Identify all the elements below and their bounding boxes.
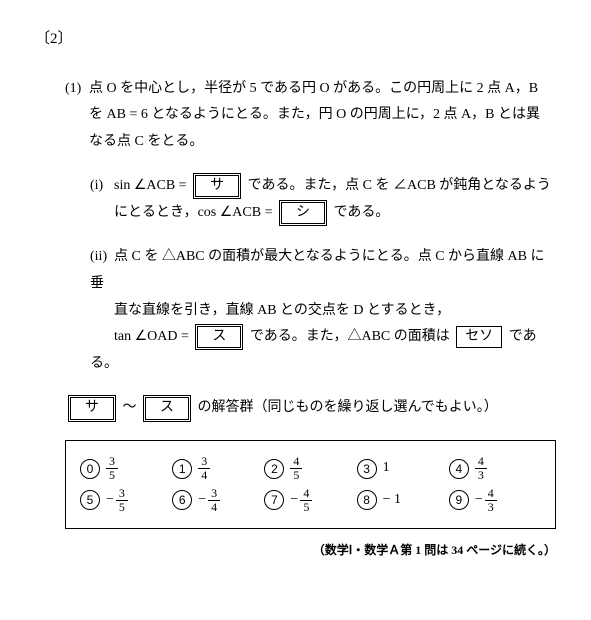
option-7: 7 −45 [264, 487, 356, 515]
sub-ii-line1: 点 C を △ABC の面積が最大となるようにとる。点 C から直線 AB に垂 [90, 249, 545, 291]
options-row-1: 03513424531443 [80, 455, 541, 483]
option-number-icon: 6 [172, 490, 192, 510]
part1-paragraph: (1)点 O を中心とし，半径が 5 である円 O がある。この円周上に 2 点… [35, 76, 556, 156]
option-value: −35 [106, 487, 128, 515]
option-number-icon: 2 [264, 459, 284, 479]
options-box: 03513424531443 5−356−347−458− 19−43 [65, 440, 556, 529]
option-number-icon: 0 [80, 459, 100, 479]
option-value: −43 [475, 487, 497, 515]
problem-number: 〔2〕 [35, 25, 556, 54]
answer-box-seso: セソ [456, 326, 502, 348]
range-tilde: ～ [123, 400, 137, 415]
option-value: 45 [290, 455, 302, 483]
answer-box-su: ス [195, 324, 243, 350]
option-value: 35 [106, 455, 118, 483]
option-value: −45 [290, 487, 312, 515]
option-number-icon: 9 [449, 490, 469, 510]
option-5: 5 −35 [80, 487, 172, 515]
option-number-icon: 7 [264, 490, 284, 510]
option-3: 31 [357, 455, 449, 482]
part1-text-line2: を AB = 6 となるようにとる。また，円 O の円周上に，2 点 A，B と… [89, 107, 540, 122]
range-box-a: サ [68, 395, 116, 421]
part1-text-line1: 点 O を中心とし，半径が 5 である円 O がある。この円周上に 2 点 A，… [89, 81, 538, 96]
sub-ii-paragraph: (ii)点 C を △ABC の面積が最大となるようにとる。点 C から直線 A… [35, 244, 556, 377]
option-6: 6 −34 [172, 487, 264, 515]
option-2: 2 45 [264, 455, 356, 483]
sub-ii-label: (ii) [90, 244, 114, 271]
sub-i-line2-post: である。 [333, 205, 389, 220]
option-9: 9 −43 [449, 487, 541, 515]
option-value: −34 [198, 487, 220, 515]
footnote: （数学Ⅰ・数学Ａ第 1 問は 34 ページに続く。） [35, 539, 556, 562]
option-number-icon: 8 [357, 490, 377, 510]
option-number-icon: 5 [80, 490, 100, 510]
option-number-icon: 1 [172, 459, 192, 479]
sub-ii-line3-mid: である。また，△ABC の面積は [250, 329, 450, 344]
option-number-icon: 3 [357, 459, 377, 479]
choice-header-text: の解答群（同じものを繰り返し選んでもよい。） [198, 400, 498, 415]
option-value: 1 [383, 455, 390, 482]
answer-box-shi: シ [279, 200, 327, 226]
sub-i-paragraph: (i)sin ∠ACB = サ である。また，点 C を ∠ACB が鈍角となる… [35, 173, 556, 226]
option-value: − 1 [383, 487, 401, 514]
sub-i-line2-pre: にとるとき，cos ∠ACB = [114, 205, 272, 220]
part1-text-line3: なる点 C をとる。 [89, 134, 203, 149]
range-box-b: ス [143, 395, 191, 421]
option-value: 43 [475, 455, 487, 483]
sub-ii-line3-pre: tan ∠OAD = [114, 329, 189, 344]
sub-ii-line2: 直な直線を引き，直線 AB との交点を D とするとき， [114, 303, 450, 318]
option-1: 1 34 [172, 455, 264, 483]
option-value: 34 [198, 455, 210, 483]
sub-i-pre1: sin ∠ACB = [114, 178, 187, 193]
option-8: 8 − 1 [357, 487, 449, 514]
answer-box-sa: サ [193, 173, 241, 199]
sub-i-label: (i) [90, 173, 114, 200]
sub-i-mid1: である。また，点 C を ∠ACB が鈍角となるよう [248, 178, 551, 193]
option-0: 0 35 [80, 455, 172, 483]
part1-label: (1) [65, 76, 89, 103]
option-4: 4 43 [449, 455, 541, 483]
options-row-2: 5 −35 6 −34 7 −45 8 − 1 9 −43 [80, 487, 541, 515]
option-number-icon: 4 [449, 459, 469, 479]
choice-header: サ ～ ス の解答群（同じものを繰り返し選んでもよい。） [35, 395, 556, 422]
